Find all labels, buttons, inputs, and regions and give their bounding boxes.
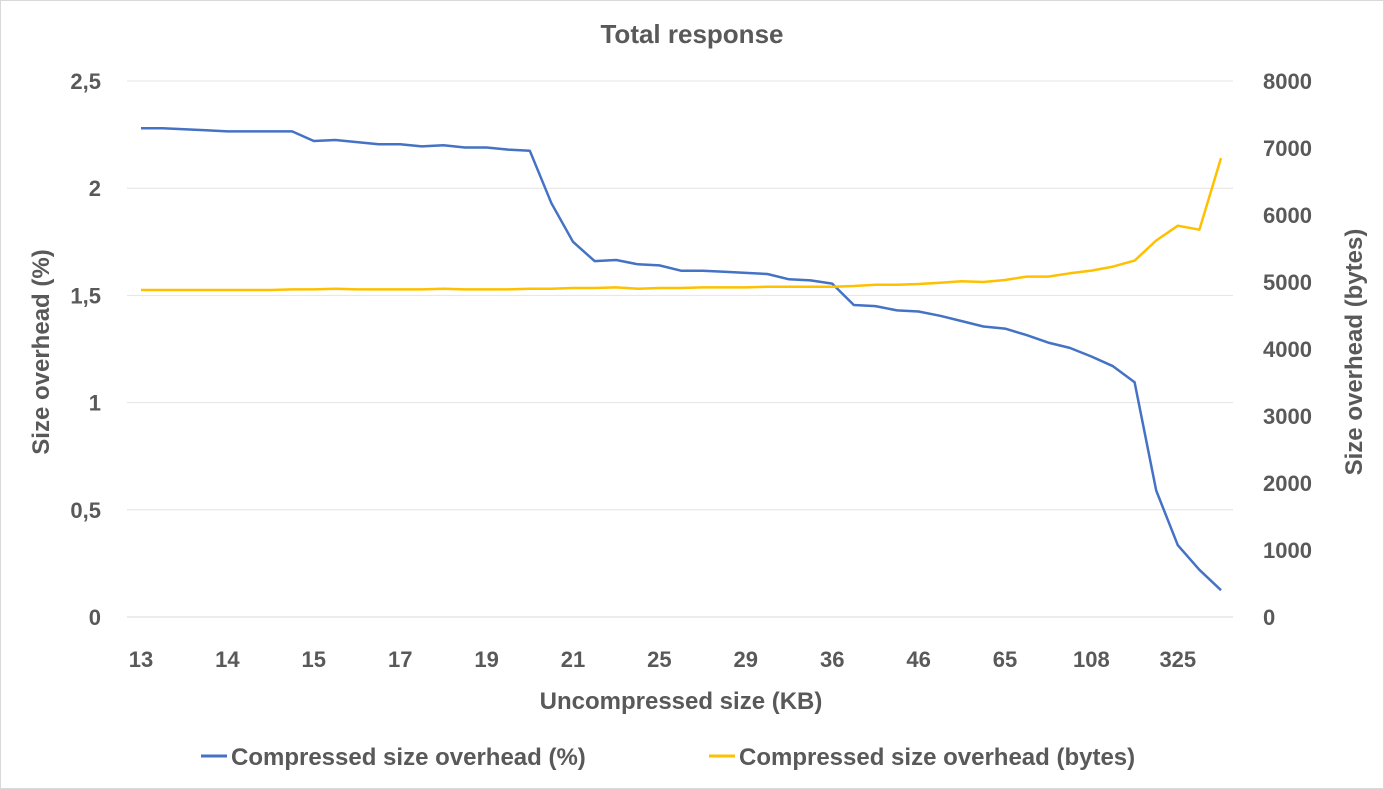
y-right-tick-label: 8000 xyxy=(1263,69,1312,94)
y-right-tick-label: 1000 xyxy=(1263,538,1312,563)
y-left-tick-label: 0,5 xyxy=(70,498,101,523)
y-right-tick-label: 7000 xyxy=(1263,136,1312,161)
x-tick-label: 29 xyxy=(734,647,758,672)
y-right-tick-label: 6000 xyxy=(1263,203,1312,228)
y-right-tick-label: 0 xyxy=(1263,605,1275,630)
x-tick-label: 25 xyxy=(647,647,671,672)
y-left-tick-label: 2,5 xyxy=(70,69,101,94)
legend-label-bytes: Compressed size overhead (bytes) xyxy=(739,744,1135,771)
y-right-tick-label: 2000 xyxy=(1263,471,1312,496)
chart-title: Total response xyxy=(600,19,783,49)
y-left-tick-label: 2 xyxy=(89,176,101,201)
x-axis-title: Uncompressed size (KB) xyxy=(540,688,823,715)
y-left-tick-label: 1,5 xyxy=(70,283,101,308)
x-tick-label: 17 xyxy=(388,647,412,672)
y-right-tick-label: 4000 xyxy=(1263,337,1312,362)
x-tick-label: 325 xyxy=(1159,647,1196,672)
x-tick-label: 14 xyxy=(215,647,240,672)
y-right-axis-title: Size overhead (bytes) xyxy=(1341,229,1368,476)
legend: Compressed size overhead (%) Compressed … xyxy=(201,744,1135,771)
series-line-bytes xyxy=(141,157,1223,292)
series-lines xyxy=(141,126,1223,592)
y-right-tick-label: 3000 xyxy=(1263,404,1312,429)
y-right-tick-labels: 0 1000 2000 3000 4000 5000 6000 7000 8000 xyxy=(1263,69,1312,630)
x-tick-label: 15 xyxy=(302,647,326,672)
y-left-axis-title: Size overhead (%) xyxy=(28,249,55,454)
x-tick-label: 65 xyxy=(993,647,1017,672)
y-left-tick-labels: 0 0,5 1 1,5 2 2,5 xyxy=(70,69,101,630)
x-tick-labels: 13 14 15 17 19 21 25 29 36 46 65 108 325 xyxy=(129,647,1196,672)
y-right-tick-label: 5000 xyxy=(1263,270,1312,295)
x-tick-label: 13 xyxy=(129,647,153,672)
x-tick-label: 19 xyxy=(474,647,498,672)
x-tick-label: 108 xyxy=(1073,647,1110,672)
legend-item-percent: Compressed size overhead (%) xyxy=(201,744,586,771)
x-tick-label: 36 xyxy=(820,647,844,672)
series-line-percent xyxy=(141,126,1222,592)
x-tick-label: 21 xyxy=(561,647,585,672)
legend-item-bytes: Compressed size overhead (bytes) xyxy=(709,744,1135,771)
gridlines xyxy=(127,80,1233,618)
y-left-tick-label: 0 xyxy=(89,605,101,630)
y-left-tick-label: 1 xyxy=(89,391,101,416)
x-tick-label: 46 xyxy=(906,647,930,672)
legend-label-percent: Compressed size overhead (%) xyxy=(231,744,586,771)
